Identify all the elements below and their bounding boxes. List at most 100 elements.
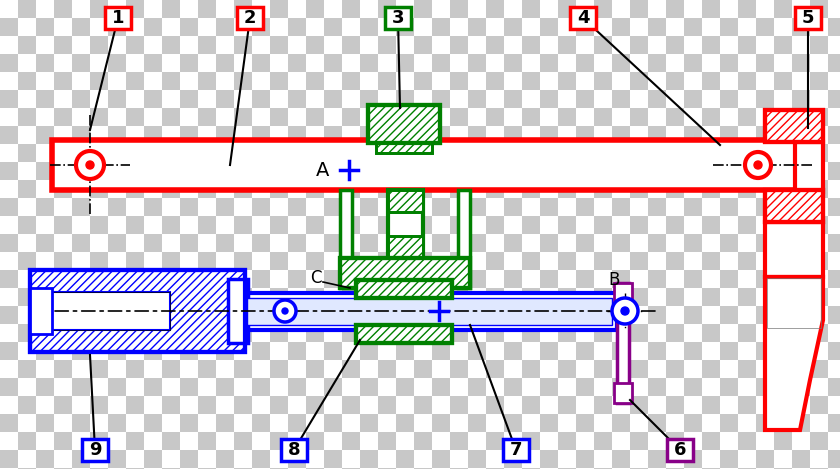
Bar <box>0 180 18 198</box>
Bar <box>0 54 18 72</box>
Bar <box>468 468 486 469</box>
Bar <box>684 108 702 126</box>
Bar <box>342 270 360 288</box>
Bar <box>630 216 648 234</box>
Bar <box>378 324 396 342</box>
Bar <box>198 324 216 342</box>
Bar <box>666 378 684 396</box>
Bar <box>388 236 423 258</box>
Bar <box>396 0 414 18</box>
Bar <box>738 72 756 90</box>
Bar <box>36 252 54 270</box>
Bar <box>0 90 18 108</box>
Bar <box>504 144 522 162</box>
Bar <box>666 54 684 72</box>
Bar <box>342 414 360 432</box>
Bar <box>378 306 396 324</box>
Bar <box>162 36 180 54</box>
Bar <box>558 432 576 450</box>
Bar <box>720 306 738 324</box>
Bar <box>756 234 774 252</box>
Bar <box>738 450 756 468</box>
Bar <box>0 432 18 450</box>
Bar <box>450 72 468 90</box>
Bar <box>576 432 594 450</box>
Bar <box>648 72 666 90</box>
Bar <box>36 180 54 198</box>
Bar <box>234 180 252 198</box>
Bar <box>666 270 684 288</box>
Bar <box>756 450 774 468</box>
Bar <box>340 190 352 288</box>
Bar <box>126 288 144 306</box>
Bar <box>396 378 414 396</box>
Bar <box>126 252 144 270</box>
Bar <box>594 0 612 18</box>
Bar <box>368 105 440 143</box>
Bar <box>288 252 306 270</box>
Bar <box>630 180 648 198</box>
Bar <box>774 306 792 324</box>
Bar <box>522 72 540 90</box>
Bar <box>702 360 720 378</box>
Bar <box>756 378 774 396</box>
Bar <box>252 306 270 324</box>
Bar <box>144 252 162 270</box>
Bar <box>396 360 414 378</box>
Bar <box>306 342 324 360</box>
Bar <box>810 108 828 126</box>
Bar <box>612 252 630 270</box>
Bar <box>432 270 450 288</box>
Bar <box>504 432 522 450</box>
Bar <box>342 450 360 468</box>
Bar <box>630 198 648 216</box>
Bar <box>765 222 823 277</box>
Bar <box>198 306 216 324</box>
Bar <box>18 180 36 198</box>
Bar <box>216 432 234 450</box>
Bar <box>540 234 558 252</box>
Bar <box>810 198 828 216</box>
Bar <box>702 162 720 180</box>
Bar <box>360 342 378 360</box>
Bar <box>774 288 792 306</box>
Bar <box>36 396 54 414</box>
Bar <box>810 342 828 360</box>
Bar <box>450 234 468 252</box>
Bar <box>522 378 540 396</box>
Bar <box>630 252 648 270</box>
Bar <box>540 342 558 360</box>
Bar <box>792 432 810 450</box>
Bar <box>630 288 648 306</box>
Bar <box>180 342 198 360</box>
Bar <box>342 360 360 378</box>
Bar <box>288 0 306 18</box>
Bar <box>162 198 180 216</box>
Bar <box>108 126 126 144</box>
Bar <box>828 198 840 216</box>
Bar <box>342 198 360 216</box>
Bar <box>306 252 324 270</box>
Bar <box>216 468 234 469</box>
Bar <box>612 396 630 414</box>
Bar <box>144 108 162 126</box>
Bar <box>504 54 522 72</box>
Bar <box>306 0 324 18</box>
Bar <box>306 378 324 396</box>
Bar <box>594 216 612 234</box>
Bar <box>0 108 18 126</box>
Bar <box>216 306 234 324</box>
Bar <box>108 144 126 162</box>
Text: 1: 1 <box>112 9 124 27</box>
Bar <box>774 324 792 342</box>
Bar <box>54 162 72 180</box>
Bar <box>108 360 126 378</box>
Bar <box>162 216 180 234</box>
Bar <box>756 36 774 54</box>
Bar <box>162 126 180 144</box>
Bar <box>180 450 198 468</box>
Bar <box>342 342 360 360</box>
Bar <box>576 414 594 432</box>
Bar <box>180 90 198 108</box>
Bar <box>252 396 270 414</box>
